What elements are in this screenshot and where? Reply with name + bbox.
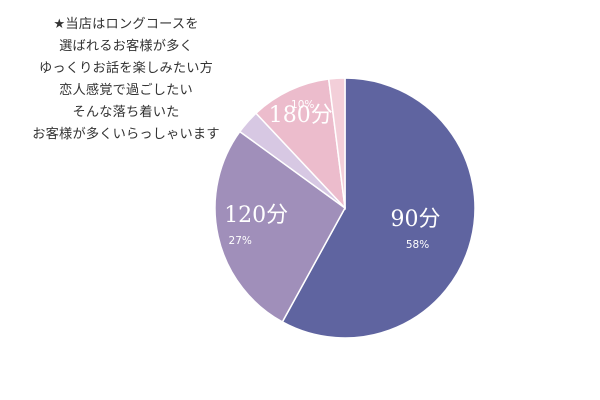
note-line-4: 恋人感覚で過ごしたい — [59, 83, 193, 98]
slice-label-2: 120分 — [224, 203, 288, 228]
pie-slice-5 — [327, 77, 346, 209]
slice-percent-4: 10% — [291, 99, 314, 111]
note-line-1: ★当店はロングコースを — [53, 17, 199, 32]
note-line-5: そんな落ち着いた — [72, 105, 180, 120]
pie-slice-2 — [214, 130, 346, 323]
slice-label-1: 90分 — [391, 207, 441, 232]
note-line-2: 選ばれるお客様が多く — [59, 39, 193, 54]
slice-percent-2: 27% — [229, 235, 252, 247]
pie-slice-1 — [281, 77, 476, 339]
note-line-3: ゆっくりお話を楽しみたい方 — [38, 61, 214, 76]
promo-note: ★当店はロングコースを 選ばれるお客様が多く ゆっくりお話を楽しみたい方 恋人感… — [8, 14, 244, 146]
pie-slice-4 — [254, 78, 347, 211]
note-line-6: お客様が多くいらっしゃいます — [32, 127, 220, 142]
slice-percent-1: 58% — [406, 239, 429, 251]
slice-label-4: 180分 — [269, 103, 333, 128]
